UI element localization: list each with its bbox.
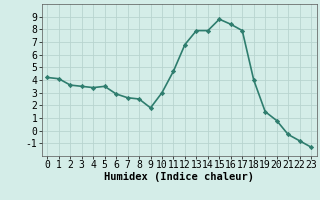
- X-axis label: Humidex (Indice chaleur): Humidex (Indice chaleur): [104, 172, 254, 182]
